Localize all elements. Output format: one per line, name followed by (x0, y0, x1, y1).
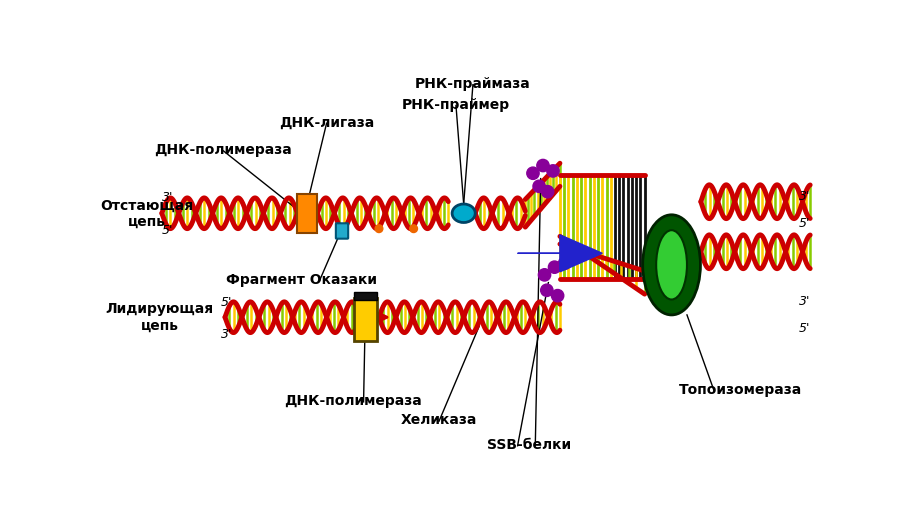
Text: 3': 3' (221, 328, 233, 341)
Circle shape (537, 159, 550, 171)
Circle shape (551, 289, 563, 302)
Circle shape (375, 225, 383, 232)
Text: РНК-праймаза: РНК-праймаза (415, 77, 531, 91)
Circle shape (541, 186, 554, 198)
Text: ДНК-лигаза: ДНК-лигаза (279, 116, 374, 129)
Text: Лидирующая
цепь: Лидирующая цепь (106, 302, 213, 332)
Text: Хеликаза: Хеликаза (401, 413, 477, 428)
Circle shape (533, 180, 545, 193)
Text: Топоизомераза: Топоизомераза (679, 383, 802, 397)
FancyArrow shape (517, 235, 602, 272)
Bar (355, 292, 378, 299)
Text: 5': 5' (221, 296, 233, 309)
Text: 3': 3' (800, 295, 811, 308)
Ellipse shape (642, 215, 700, 315)
FancyBboxPatch shape (335, 223, 348, 239)
Text: SSB-белки: SSB-белки (487, 438, 572, 452)
Circle shape (559, 257, 571, 269)
Ellipse shape (452, 204, 475, 222)
Bar (355, 298, 378, 341)
Circle shape (410, 225, 417, 232)
Text: Отстающая
цепь: Отстающая цепь (100, 199, 193, 229)
Circle shape (527, 167, 539, 179)
Text: 5': 5' (162, 225, 173, 237)
Text: 3': 3' (800, 190, 811, 203)
Circle shape (540, 284, 553, 297)
Text: Фрагмент Оказаки: Фрагмент Оказаки (226, 274, 378, 287)
Text: 3': 3' (162, 191, 173, 205)
Ellipse shape (656, 230, 687, 299)
Circle shape (549, 261, 561, 274)
Circle shape (539, 269, 550, 281)
Text: 5': 5' (800, 217, 811, 230)
Text: ДНК-полимераза: ДНК-полимераза (284, 394, 422, 408)
Text: 5': 5' (800, 322, 811, 335)
Text: РНК-праймер: РНК-праймер (402, 98, 510, 112)
Circle shape (547, 165, 559, 177)
Text: ДНК-полимераза: ДНК-полимераза (154, 143, 292, 157)
Bar (298, 194, 317, 232)
